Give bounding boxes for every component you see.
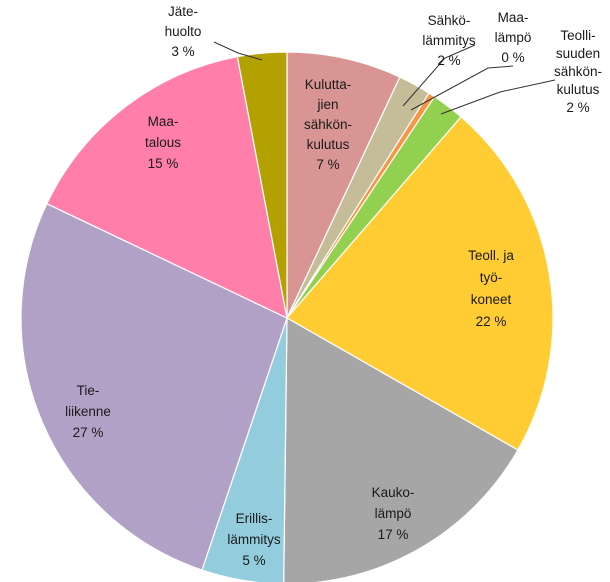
slice-value-label: 5 % [242, 553, 265, 568]
slice-label: Kulutta-jien sähkön-kulutus 7 % [304, 77, 352, 172]
slice-name-label: huolto [165, 24, 202, 39]
slice-label: Maa-talous 15 % [145, 114, 181, 171]
slice-value-label: 2 % [437, 53, 460, 68]
slice-name-label: Kauko- [372, 485, 415, 500]
slice-name-label: lämpö [495, 30, 532, 45]
leader-line [213, 41, 263, 61]
pie-slice [236, 51, 288, 319]
pie-slice [46, 55, 288, 320]
slice-name-label: lämpö [375, 506, 412, 521]
pie-slices [20, 51, 554, 582]
slice-label: Tie-liikenne 27 % [65, 383, 111, 440]
slice-name-label: suuden [556, 46, 600, 61]
slice-name-label: Erillis- [236, 511, 273, 526]
slice-label: Kauko-lämpö 17 % [372, 485, 415, 542]
slice-value-label: 0 % [501, 50, 524, 65]
slice-label: Jäte-huolto 3 % [165, 4, 202, 59]
leader-line [402, 44, 476, 107]
leader-line [440, 79, 556, 115]
slice-name-label: Maa- [498, 10, 529, 25]
slice-label: Maa-lämpö 0 % [495, 10, 532, 65]
slice-name-label: Jäte- [168, 4, 198, 19]
slice-label: Teoll. ja työ-koneet 22 % [468, 248, 514, 329]
slice-name-label: liikenne [65, 404, 111, 419]
slice-value-label: 2 % [566, 100, 589, 115]
pie-slice [283, 316, 519, 582]
leader-line [410, 65, 514, 111]
slice-value-label: 7 % [316, 157, 339, 172]
slice-value-label: 15 % [148, 156, 179, 171]
slice-value-label: 27 % [73, 425, 104, 440]
slice-name-label: lämmitys [422, 33, 475, 48]
pie-slice [286, 116, 554, 451]
slice-value-label: 17 % [378, 527, 409, 542]
slice-name-label: työ- [480, 270, 503, 285]
slice-labels: Kulutta-jien sähkön-kulutus 7 % Sähkö-lämmi… [65, 4, 602, 568]
slice-name-label: sähkön- [554, 64, 602, 79]
slice-value-label: 3 % [171, 44, 194, 59]
slice-label: Erillis-lämmitys 5 % [227, 511, 280, 568]
slice-name-label: Teoll. ja [468, 248, 514, 263]
slice-label: Sähkö-lämmitys 2 % [422, 13, 475, 68]
slice-name-label: Kulutta- [305, 77, 352, 92]
slice-name-label: kulutus [307, 137, 350, 152]
slice-name-label: lämmitys [227, 532, 280, 547]
slice-name-label: Maa- [148, 114, 179, 129]
pie-slice [286, 51, 401, 319]
slice-name-label: jien [316, 97, 338, 112]
slice-name-label: Teolli- [560, 28, 595, 43]
leader-lines [213, 41, 556, 115]
slice-name-label: Sähkö- [428, 13, 471, 28]
pie-slice [20, 202, 288, 571]
slice-value-label: 22 % [476, 314, 507, 329]
slice-name-label: koneet [471, 292, 512, 307]
slice-name-label: sähkön- [304, 117, 352, 132]
slice-name-label: talous [145, 135, 181, 150]
slice-label: Teolli-suuden sähkön-kulutus 2 % [554, 28, 602, 115]
slice-name-label: kulutus [557, 82, 600, 97]
slice-name-label: Tie- [77, 383, 100, 398]
